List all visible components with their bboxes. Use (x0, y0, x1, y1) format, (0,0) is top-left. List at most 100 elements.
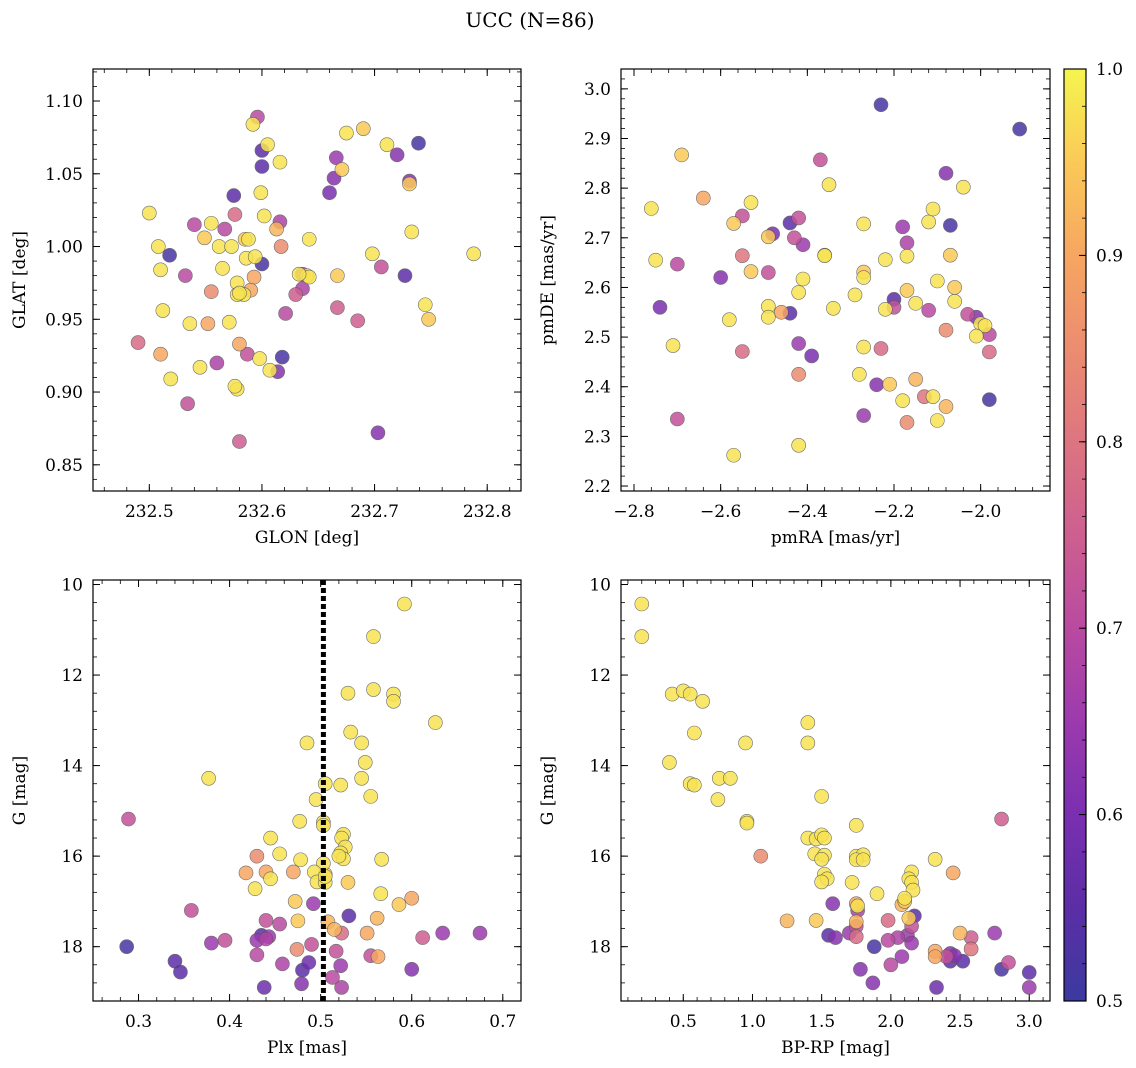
panel-bprp-g: 0.5 1.0 1.5 2.0 2.5 3.0 10 12 14 16 18 BP-RP [mag] G… (538, 576, 1051, 1058)
data-point (304, 937, 319, 952)
y-tick-label: 14 (61, 757, 83, 777)
data-point (253, 185, 269, 200)
data-point (293, 852, 308, 868)
colorbar-gradient (1063, 68, 1087, 1002)
data-point (848, 818, 864, 833)
colorbar-tick-label: 0.7 (1096, 619, 1123, 639)
data-point (908, 371, 923, 387)
data-point (397, 268, 413, 283)
colorbar-tick-label: 0.8 (1096, 433, 1123, 453)
y-tick-label: 2.8 (584, 179, 611, 199)
data-point (726, 447, 741, 463)
data-point (209, 355, 225, 371)
data-point (791, 210, 806, 226)
y-tick-label: 18 (589, 938, 611, 958)
x-tick-label: 232.6 (238, 502, 287, 522)
data-point (779, 913, 795, 929)
data-point (826, 300, 841, 316)
x-tick-label: 232.8 (463, 502, 512, 522)
data-point (652, 300, 668, 315)
data-point (232, 434, 247, 449)
data-point (1021, 965, 1037, 980)
scatter-points (634, 596, 1037, 995)
data-point (982, 344, 997, 360)
data-point (374, 852, 389, 867)
y-tick-label: 10 (589, 576, 611, 596)
y-tick-label: 2.3 (584, 427, 611, 447)
data-point (894, 949, 910, 964)
data-point (787, 230, 802, 246)
data-point (258, 913, 274, 928)
data-point (151, 239, 166, 254)
plot-frame (620, 68, 1051, 492)
data-point (791, 336, 806, 351)
data-point (895, 393, 910, 408)
data-point (930, 413, 945, 428)
data-point (856, 270, 871, 285)
data-point (825, 896, 841, 911)
data-point (952, 925, 968, 941)
data-point (670, 256, 685, 272)
data-point (301, 955, 317, 970)
colorbar-tick-label: 1.0 (1096, 60, 1123, 80)
data-point (249, 848, 265, 864)
data-point (322, 185, 337, 200)
scatter-points (119, 580, 488, 1001)
x-tick-label: 0.4 (216, 1012, 243, 1032)
data-point (389, 147, 405, 163)
data-point (897, 890, 912, 906)
data-point (391, 897, 407, 912)
data-point (155, 303, 171, 318)
x-axis-label: BP-RP [mag] (781, 1038, 890, 1058)
data-point (735, 344, 750, 359)
data-point (800, 715, 816, 730)
data-point (187, 217, 202, 233)
data-point (880, 933, 896, 948)
x-tick-label: 2.0 (877, 1012, 904, 1032)
x-tick-label: −2.6 (700, 502, 741, 522)
x-tick-label: 3.0 (1016, 1012, 1043, 1032)
data-point (960, 306, 975, 322)
data-point (289, 942, 305, 957)
x-tick-label: −2.8 (613, 502, 654, 522)
scatter-points (644, 97, 1027, 463)
data-point (687, 725, 702, 741)
data-point (808, 913, 824, 928)
x-tick-label: 0.5 (307, 1012, 334, 1032)
data-point (227, 378, 243, 394)
data-point (738, 735, 753, 751)
y-axis-label: GLAT [deg] (10, 231, 30, 329)
data-point (856, 339, 871, 355)
data-point (173, 964, 188, 980)
data-point (791, 285, 806, 300)
data-point (411, 135, 426, 151)
data-point (774, 304, 789, 320)
data-point (800, 735, 816, 751)
data-point (153, 346, 168, 362)
data-point (743, 195, 759, 210)
data-point (987, 925, 1002, 941)
data-point (969, 328, 984, 344)
data-point (334, 162, 350, 177)
data-point (286, 864, 301, 880)
data-point (269, 221, 284, 237)
data-point (938, 399, 954, 414)
data-point (272, 154, 288, 170)
data-point (828, 930, 843, 945)
data-point (921, 302, 936, 318)
panel-plx-g: 0.3 0.4 0.5 0.6 0.7 10 12 14 16 18 Plx [mas] G [mag… (10, 576, 522, 1058)
y-tick-label: 2.9 (584, 130, 611, 150)
data-point (899, 248, 915, 264)
data-point (634, 629, 650, 644)
data-point (404, 890, 420, 906)
data-point (357, 755, 373, 770)
y-tick-label: 2.6 (584, 278, 611, 298)
data-point (334, 980, 349, 995)
data-point (945, 865, 961, 881)
y-tick-label: 16 (589, 847, 611, 867)
data-point (927, 949, 943, 964)
data-point (817, 248, 832, 263)
data-point (327, 922, 342, 937)
x-tick-label: 0.3 (125, 1012, 152, 1032)
y-tick-label: 12 (61, 666, 83, 686)
